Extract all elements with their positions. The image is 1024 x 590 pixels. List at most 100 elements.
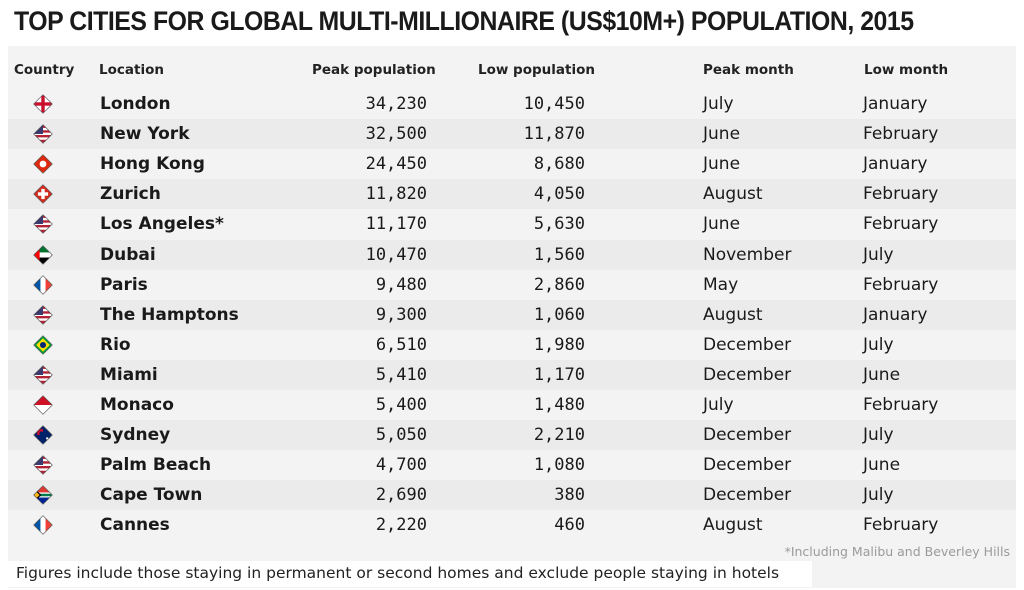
peak-month-cell: December <box>703 364 792 385</box>
table-row: Dubai 10,470 1,560 November July <box>8 239 1016 270</box>
table-row: Hong Kong 24,450 8,680 June January <box>8 149 1016 179</box>
low-month-cell: February <box>863 515 939 536</box>
peak-month-cell: August <box>703 304 763 325</box>
table-row: The Hamptons 9,300 1,060 August January <box>8 299 1016 330</box>
peak-month-cell: December <box>703 455 792 476</box>
caption: Figures include those staying in permane… <box>16 564 780 582</box>
location-cell: Cape Town <box>100 485 203 506</box>
footnote: *Including Malibu and Beverley Hills <box>784 544 1010 559</box>
brazil-flag-icon <box>32 334 54 356</box>
location-cell: Cannes <box>100 515 170 536</box>
chart-title: TOP CITIES FOR GLOBAL MULTI-MILLIONAIRE … <box>14 6 914 36</box>
peak-population-cell: 11,820 <box>365 184 427 205</box>
peak-population-cell: 2,690 <box>375 485 427 506</box>
location-cell: Paris <box>100 274 148 295</box>
header-low-population: Low population <box>478 62 595 78</box>
peak-population-cell: 10,470 <box>365 244 427 265</box>
table-row: Cannes 2,220 460 August February <box>8 510 1016 540</box>
low-population-cell: 1,080 <box>533 455 585 476</box>
australia-flag-icon <box>32 424 54 446</box>
low-month-cell: February <box>863 274 939 295</box>
peak-population-cell: 2,220 <box>375 515 427 536</box>
location-cell: Dubai <box>100 244 156 265</box>
location-cell: Hong Kong <box>100 154 205 175</box>
low-month-cell: February <box>863 395 939 415</box>
low-population-cell: 1,170 <box>533 364 585 385</box>
location-cell: Palm Beach <box>100 455 212 476</box>
low-month-cell: June <box>863 364 901 385</box>
uk-flag-icon <box>32 93 54 115</box>
low-population-cell: 1,060 <box>533 304 585 325</box>
us-flag-icon <box>32 304 54 326</box>
peak-month-cell: July <box>703 395 734 415</box>
peak-population-cell: 24,450 <box>365 154 427 175</box>
low-population-cell: 10,450 <box>523 94 585 114</box>
low-population-cell: 380 <box>554 485 585 506</box>
hong-kong-flag-icon <box>32 153 54 175</box>
low-month-cell: June <box>863 455 901 476</box>
low-month-cell: January <box>863 94 928 114</box>
peak-month-cell: June <box>703 154 741 175</box>
low-month-cell: February <box>863 214 939 235</box>
header-peak-population: Peak population <box>312 62 436 78</box>
low-month-cell: July <box>863 334 894 355</box>
low-month-cell: January <box>863 154 928 175</box>
table-row: Zurich 11,820 4,050 August February <box>8 179 1016 210</box>
peak-population-cell: 6,510 <box>375 334 427 355</box>
table-row: Rio 6,510 1,980 December July <box>8 330 1016 360</box>
table-row: Miami 5,410 1,170 December June <box>8 359 1016 390</box>
peak-population-cell: 4,700 <box>375 455 427 476</box>
low-population-cell: 1,980 <box>533 334 585 355</box>
us-flag-icon <box>32 364 54 386</box>
peak-population-cell: 32,500 <box>365 124 427 145</box>
location-cell: Los Angeles* <box>100 214 224 235</box>
header-country: Country <box>14 62 75 78</box>
france-flag-icon <box>32 274 54 296</box>
location-cell: Miami <box>100 364 158 385</box>
low-population-cell: 1,480 <box>533 395 585 415</box>
peak-population-cell: 9,300 <box>375 304 427 325</box>
header-low-month: Low month <box>864 62 949 78</box>
low-month-cell: July <box>863 425 894 446</box>
table-row: Sydney 5,050 2,210 December July <box>8 420 1016 451</box>
france-flag-icon <box>32 514 54 536</box>
peak-population-cell: 11,170 <box>365 214 427 235</box>
peak-month-cell: June <box>703 124 741 145</box>
table-row: Palm Beach 4,700 1,080 December June <box>8 450 1016 480</box>
peak-population-cell: 5,410 <box>375 364 427 385</box>
peak-month-cell: July <box>703 94 734 114</box>
peak-population-cell: 34,230 <box>365 94 427 114</box>
location-cell: Sydney <box>100 425 171 446</box>
switzerland-flag-icon <box>32 183 54 205</box>
peak-month-cell: November <box>703 244 792 265</box>
table-row: Cape Town 2,690 380 December July <box>8 480 1016 511</box>
low-month-cell: February <box>863 184 939 205</box>
monaco-flag-icon <box>32 394 54 416</box>
header-location: Location <box>99 62 164 78</box>
location-cell: New York <box>100 124 190 145</box>
low-population-cell: 2,860 <box>533 274 585 295</box>
peak-month-cell: December <box>703 334 792 355</box>
low-month-cell: February <box>863 124 939 145</box>
low-population-cell: 2,210 <box>533 425 585 446</box>
peak-month-cell: December <box>703 425 792 446</box>
peak-population-cell: 9,480 <box>375 274 427 295</box>
low-month-cell: July <box>863 485 894 506</box>
south-africa-flag-icon <box>32 484 54 506</box>
peak-month-cell: August <box>703 184 763 205</box>
peak-population-cell: 5,400 <box>375 395 427 415</box>
peak-month-cell: December <box>703 485 792 506</box>
low-population-cell: 4,050 <box>533 184 585 205</box>
table-row: Los Angeles* 11,170 5,630 June February <box>8 209 1016 239</box>
location-cell: Zurich <box>100 184 161 205</box>
peak-month-cell: August <box>703 515 763 536</box>
low-population-cell: 1,560 <box>533 244 585 265</box>
location-cell: The Hamptons <box>100 304 239 325</box>
us-flag-icon <box>32 213 54 235</box>
location-cell: Monaco <box>100 395 174 415</box>
header-peak-month: Peak month <box>703 62 794 78</box>
location-cell: London <box>100 94 171 114</box>
uae-flag-icon <box>32 244 54 266</box>
us-flag-icon <box>32 123 54 145</box>
peak-population-cell: 5,050 <box>375 425 427 446</box>
